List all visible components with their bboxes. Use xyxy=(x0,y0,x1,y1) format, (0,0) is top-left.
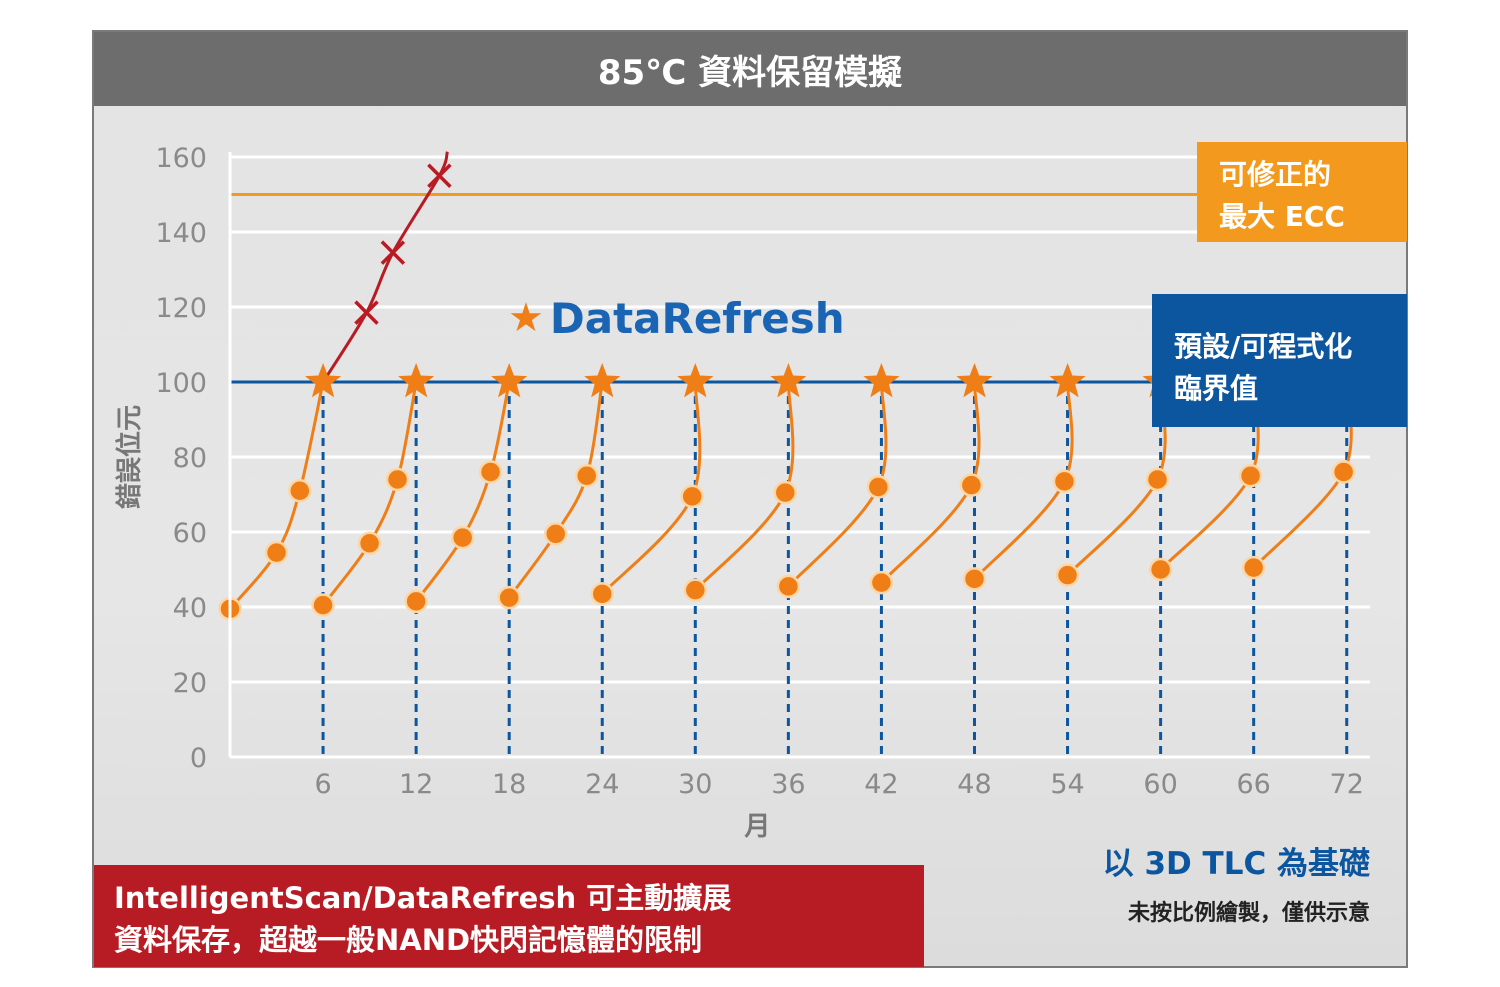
y-tick-label: 140 xyxy=(155,218,207,249)
data-point xyxy=(478,460,503,484)
no-refresh-x-marker xyxy=(380,240,406,265)
data-point xyxy=(683,578,708,602)
data-point xyxy=(866,475,891,499)
y-tick-label: 80 xyxy=(173,443,207,474)
data-point xyxy=(1148,557,1173,582)
y-tick-label: 160 xyxy=(155,143,207,174)
y-tick-label: 120 xyxy=(155,293,207,324)
x-tick-label: 30 xyxy=(678,769,712,800)
data-point xyxy=(1052,469,1077,494)
x-tick-label: 36 xyxy=(771,769,805,800)
chart-title: 85℃ 資料保留模擬 xyxy=(94,32,1406,106)
data-point xyxy=(574,464,599,488)
x-tick-label: 12 xyxy=(399,769,433,800)
data-point xyxy=(680,484,704,509)
x-tick-label: 18 xyxy=(492,769,526,800)
basis-disclaimer: 未按比例繪製，僅供示意 xyxy=(1127,901,1370,926)
data-point xyxy=(776,574,801,599)
refresh-cycle-line xyxy=(228,381,325,610)
data-point xyxy=(288,479,312,503)
refresh-star-marker xyxy=(1049,363,1086,398)
y-tick-label: 60 xyxy=(173,518,207,549)
y-axis-title: 錯誤位元 xyxy=(114,405,145,509)
data-point xyxy=(869,570,894,595)
y-tick-label: 40 xyxy=(173,593,207,624)
data-point xyxy=(311,593,335,617)
basis-note: 以 3D TLC 為基礎 未按比例繪製，僅供示意 xyxy=(1103,838,1370,927)
data-point xyxy=(1331,460,1356,484)
x-axis-title: 月 xyxy=(743,812,770,842)
data-point xyxy=(357,531,382,555)
chart-frame: 85℃ 資料保留模擬 xyxy=(92,30,1408,968)
refresh-star-marker xyxy=(305,363,342,398)
data-point xyxy=(450,525,475,550)
threshold-label: 預設/可程式化 臨界值 xyxy=(1152,294,1407,427)
refresh-star-marker xyxy=(770,363,807,398)
legend-label: DataRefresh xyxy=(549,293,845,343)
refresh-star-marker xyxy=(863,363,900,398)
data-point xyxy=(962,567,987,591)
refresh-cycle-line xyxy=(507,381,604,599)
x-tick-label: 6 xyxy=(314,769,331,800)
refresh-cycle-line xyxy=(414,381,511,603)
data-point xyxy=(404,589,428,614)
x-tick-label: 72 xyxy=(1330,769,1364,800)
legend: ★ DataRefresh xyxy=(508,288,845,348)
data-point xyxy=(590,582,614,606)
threshold-label-line1: 預設/可程式化 xyxy=(1174,330,1353,363)
threshold-label-line2: 臨界值 xyxy=(1174,372,1259,405)
data-point xyxy=(773,480,798,505)
y-tick-label: 20 xyxy=(173,668,207,699)
refresh-star-marker xyxy=(491,363,528,398)
refresh-star-marker xyxy=(956,363,993,398)
max-ecc-label-line2: 最大 ECC xyxy=(1219,200,1345,233)
x-tick-label: 66 xyxy=(1236,769,1270,800)
star-icon: ★ xyxy=(508,295,544,341)
data-point xyxy=(1145,467,1170,492)
x-tick-label: 60 xyxy=(1143,769,1177,800)
data-point xyxy=(264,540,289,565)
data-point xyxy=(385,467,410,492)
bottom-banner: IntelligentScan/DataRefresh 可主動擴展 資料保存，超… xyxy=(94,865,924,967)
x-tick-label: 54 xyxy=(1050,769,1084,800)
data-point xyxy=(543,522,568,546)
no-refresh-x-marker xyxy=(427,163,452,188)
refresh-cycle-line xyxy=(321,381,418,607)
refresh-star-marker xyxy=(584,363,621,398)
data-point xyxy=(1055,563,1080,587)
banner-line1: IntelligentScan/DataRefresh 可主動擴展 xyxy=(114,881,732,915)
x-tick-label: 24 xyxy=(585,769,619,800)
banner-line2: 資料保存，超越一般NAND快閃記憶體的限制 xyxy=(114,923,703,957)
data-point xyxy=(1241,555,1266,580)
no-refresh-x-marker xyxy=(354,300,379,325)
refresh-star-marker xyxy=(677,363,714,398)
data-point xyxy=(959,473,984,497)
max-ecc-label-line1: 可修正的 xyxy=(1219,158,1332,191)
y-tick-label: 100 xyxy=(155,368,207,399)
y-tick-label: 0 xyxy=(190,743,207,774)
x-tick-label: 48 xyxy=(957,769,991,800)
max-ecc-label: 可修正的 最大 ECC xyxy=(1197,142,1407,242)
refresh-star-marker xyxy=(398,363,435,398)
x-tick-label: 42 xyxy=(864,769,898,800)
basis-title: 以 3D TLC 為基礎 xyxy=(1102,846,1370,882)
data-point xyxy=(497,585,521,610)
data-point xyxy=(1238,464,1263,488)
